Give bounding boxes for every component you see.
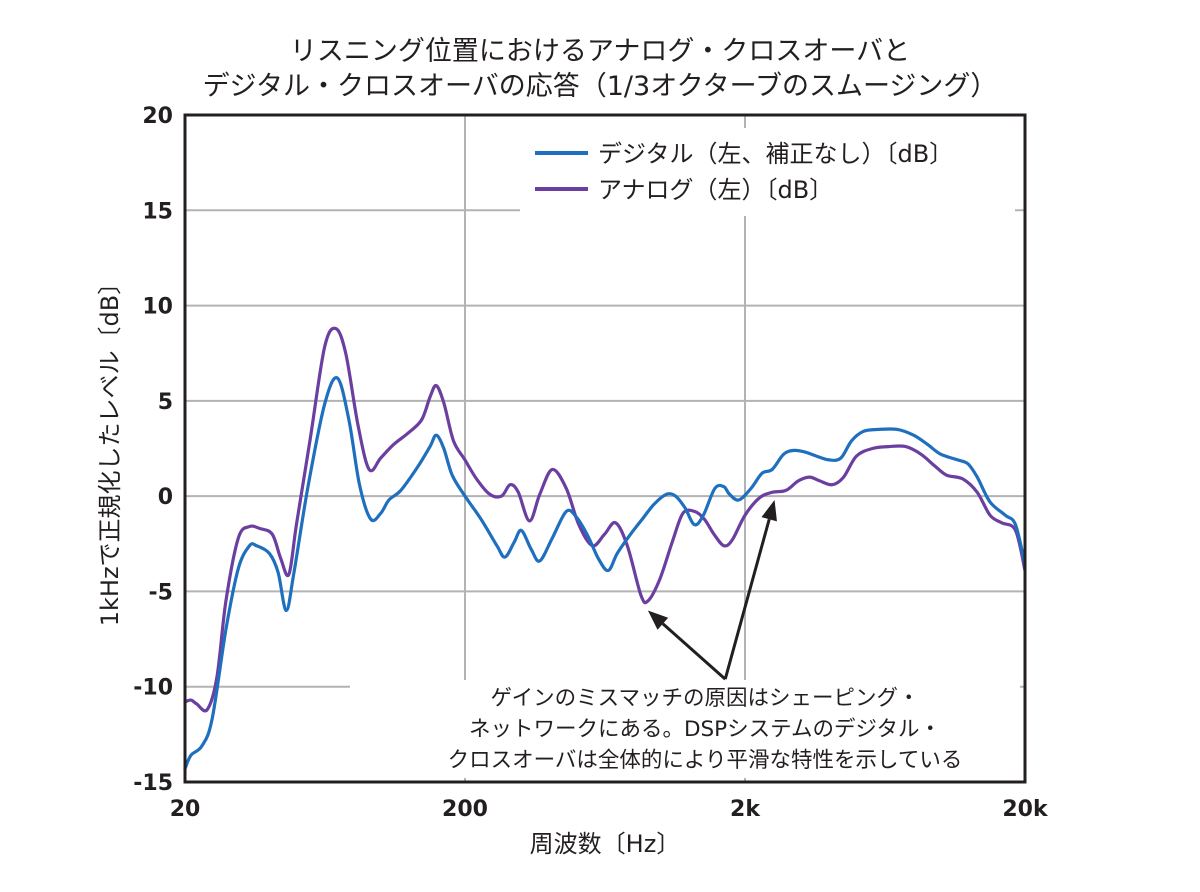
arrow-line-0 — [661, 622, 727, 681]
y-tick-label: 15 — [142, 199, 173, 224]
series-lines — [183, 326, 1027, 771]
arrow-line-1 — [723, 518, 771, 680]
y-tick-label: 10 — [142, 295, 173, 320]
x-tick-label: 2k — [730, 797, 761, 822]
x-tick-label: 200 — [442, 797, 488, 822]
legend: デジタル（左、補正なし）〔dB〕アナログ（左）〔dB〕 — [535, 140, 953, 204]
grid-lines — [185, 115, 1025, 782]
x-tick-label: 20k — [1002, 797, 1049, 822]
y-tick-label: -5 — [149, 580, 173, 605]
title-line: リスニング位置におけるアナログ・クロスオーバと — [290, 36, 910, 67]
y-tick-label: 0 — [158, 485, 173, 510]
title-line: デジタル・クロスオーバの応答（1/3オクターブのスムージング） — [203, 71, 998, 102]
series-line-0 — [183, 376, 1027, 771]
y-axis-label: 1kHzで正規化したレベル〔dB〕 — [96, 271, 124, 627]
arrow-head-0 — [647, 610, 669, 630]
x-axis-label: 周波数〔Hz〕 — [530, 830, 681, 858]
legend-label-0: デジタル（左、補正なし）〔dB〕 — [598, 140, 953, 168]
plot-frame — [183, 113, 1027, 784]
series-line-1 — [183, 326, 1027, 713]
legend-background — [520, 128, 1015, 216]
annotation-line: ゲインのミスマッチの原因はシェーピング・ — [491, 686, 920, 711]
x-tick-label: 20 — [170, 797, 201, 822]
arrow-head-1 — [761, 499, 777, 522]
y-tick-label: 20 — [142, 104, 173, 129]
annotation: ゲインのミスマッチの原因はシェーピング・ネットワークにある。DSPシステムのデジ… — [448, 499, 963, 773]
y-tick-label: -10 — [133, 676, 173, 701]
y-tick-label: 5 — [158, 390, 173, 415]
legend-label-1: アナログ（左）〔dB〕 — [598, 176, 833, 204]
annotation-background — [350, 680, 1020, 778]
chart-title: リスニング位置におけるアナログ・クロスオーバとデジタル・クロスオーバの応答（1/… — [203, 36, 998, 102]
annotation-line: クロスオーバは全体的により平滑な特性を示している — [448, 748, 963, 773]
y-tick-label: -15 — [133, 771, 173, 796]
annotation-line: ネットワークにある。DSPシステムのデジタル・ — [469, 717, 941, 742]
